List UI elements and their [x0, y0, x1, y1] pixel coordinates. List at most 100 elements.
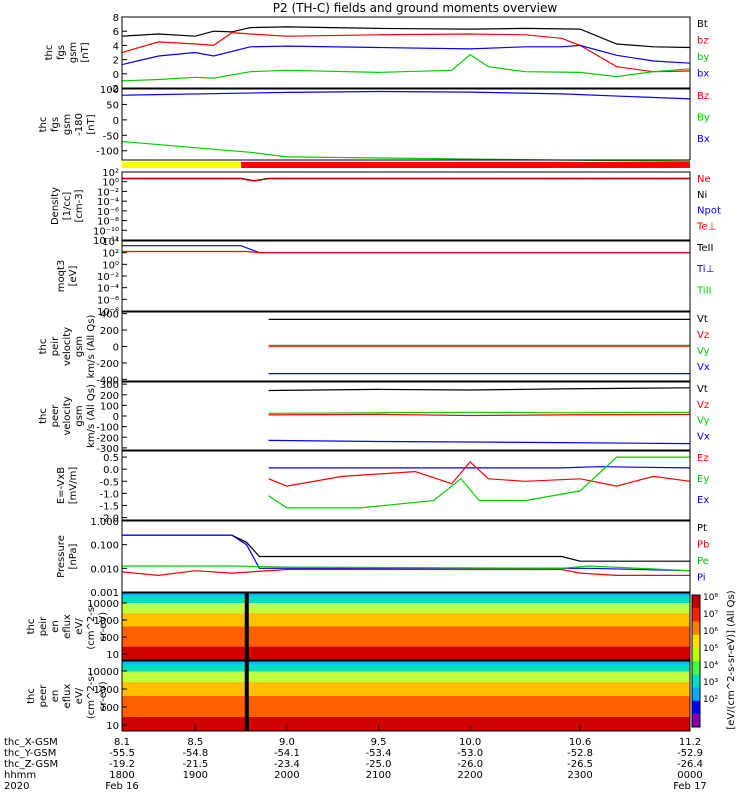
y-tick-label: -100	[96, 423, 119, 434]
series-Bt	[121, 26, 691, 49]
series-lines	[121, 90, 691, 163]
y-axis-label-line: eflux	[62, 684, 73, 709]
legend: Ne Ni Npot Te⊥	[696, 174, 721, 232]
x-tick-label: -53.0	[457, 748, 483, 759]
y-tick-labels: 1.000 0.100 0.010 0.001	[90, 517, 127, 599]
legend-Vy: Vy	[697, 416, 710, 427]
x-tick-label: 10.6	[569, 737, 591, 748]
legend-by: by	[697, 52, 709, 63]
colorbar: 10⁸ 10⁷ 10⁶ 10⁵ 10⁴ 10³ 10² [eV/(cm^2-s-sr-eV)]…	[691, 590, 737, 730]
y-axis-label-line: [1/cc]	[62, 192, 73, 221]
y-tick-label: -1.5	[99, 501, 119, 512]
y-tick-label: 10⁻⁴	[97, 197, 119, 208]
y-tick-label: 200	[100, 326, 119, 337]
x-tick-label: 2000	[274, 770, 299, 781]
y-tick-label: 100	[100, 401, 119, 412]
y-axis-label: Pressure [nPa]	[56, 535, 79, 578]
legend-Vy: Vy	[697, 346, 710, 357]
y-axis-label: thc peir en eflux eV/(cm^2-s-sr-eV)	[26, 603, 109, 650]
y-tick-label: 10⁻¹⁰	[93, 226, 119, 237]
y-tick-label: 300	[100, 380, 119, 391]
y-tick-labels: 400 200 0 -200 -400	[96, 310, 127, 386]
y-tick-label: 2	[113, 56, 119, 67]
colorbar-segment	[692, 713, 700, 728]
legend-Ey: Ey	[697, 474, 709, 485]
y-axis-label: thc peer en eflux eV/(cm^2-s-sr-eV)	[26, 672, 109, 719]
y-axis-label-line: thc	[26, 619, 37, 635]
panel-3: 10²10⁰10⁻²10⁻⁴10⁻⁶10⁻⁸10⁻¹⁰10⁻¹²Density[…	[50, 168, 721, 247]
y-tick-label: 10⁰	[102, 178, 119, 189]
y-axis-label: moqt3 [eV]	[56, 260, 79, 293]
panel-frame	[121, 450, 691, 521]
legend-Vt: Vt	[697, 314, 708, 325]
y-tick-label: 1000	[94, 616, 119, 627]
legend-Vz: Vz	[697, 400, 709, 411]
y-tick-label: 10⁻²	[97, 272, 119, 283]
panel-1: 8 6 4 2 0 -2 thc fgs gsm [nT] Bt bz by bx	[44, 13, 709, 95]
y-tick-label: 400	[100, 310, 119, 321]
x-tick-label: 1800	[109, 770, 134, 781]
x-tick-label: -23.4	[274, 759, 300, 770]
series-Vt	[268, 387, 691, 392]
colorbar-segment	[692, 674, 700, 688]
y-axis-label-line: velocity	[62, 396, 73, 435]
x-tick-label: 2200	[457, 770, 482, 781]
panel-frame	[121, 381, 691, 451]
legend-Ni: Ni	[697, 190, 707, 201]
x-tick-label: -52.9	[677, 748, 703, 759]
panel-frame	[121, 88, 691, 161]
spectrogram-band-4	[122, 613, 690, 627]
colorbar-frame	[691, 594, 701, 728]
y-tick-labels: 10000 1000 100 10	[87, 667, 127, 732]
panel-frame	[121, 592, 691, 661]
panel-10: 10000 1000 100 10 thc peer en eflux eV/(cm^2-s-s…	[26, 660, 691, 732]
y-axis-label-line: gsm	[62, 114, 73, 135]
colorbar-segment	[692, 700, 700, 714]
x-tick-label: -25.0	[366, 759, 392, 770]
y-axis-label-line: eV/	[74, 618, 85, 635]
y-tick-labels: 10000 1000 100 10	[87, 599, 127, 661]
x-row-label: thc_X-GSM	[4, 737, 58, 748]
y-axis-label: thc peer velocity gsm km/s (All Qs)	[38, 384, 97, 448]
y-tick-labels: 100 50 0 -50 -100	[96, 85, 127, 158]
y-tick-label: 0.010	[90, 564, 119, 575]
y-axis-label-line: km/s (All Qs)	[86, 315, 97, 379]
spectrogram-band-5	[122, 626, 690, 647]
x-tick-label: -54.1	[274, 748, 300, 759]
y-tick-label: -200	[96, 433, 119, 444]
y-tick-label: 0	[113, 116, 119, 127]
colorbar-segment	[692, 661, 700, 675]
legend-bx: bx	[697, 69, 709, 80]
y-axis-label-line: velocity	[62, 327, 73, 366]
y-axis-label-line: fgs	[50, 117, 61, 132]
x-tick-label: -55.5	[109, 748, 135, 759]
legend-Te⊥: Te⊥	[696, 221, 716, 232]
spectrogram-band-3	[122, 671, 690, 682]
colorbar-tick-label: 10⁸	[703, 593, 718, 603]
y-axis-label-line: -180	[74, 113, 85, 136]
series-Vx	[268, 439, 691, 445]
y-axis-label-line: E=-VxB	[56, 467, 67, 504]
y-axis-label: Density [1/cc] [cm-3]	[50, 187, 85, 225]
y-axis-label-line: thc	[38, 408, 49, 424]
y-tick-label: -100	[96, 147, 119, 158]
y-tick-label: 100	[100, 703, 119, 714]
legend: Bz By Bx	[697, 91, 710, 145]
y-axis-label-line: gsm	[74, 336, 85, 357]
y-tick-label: 4	[113, 41, 119, 52]
legend-Vx: Vx	[697, 362, 710, 373]
series-Ez	[268, 461, 691, 487]
spectrogram-band-1	[122, 593, 690, 597]
legend-Npot: Npot	[697, 206, 721, 217]
panel-frame	[121, 660, 691, 732]
y-tick-label: 10⁰	[102, 260, 119, 271]
series-bz	[121, 31, 691, 73]
y-axis-label-line: peir	[50, 336, 61, 356]
legend: Vt Vz Vy Vx	[697, 314, 710, 373]
x-row-label: hhmm	[4, 770, 36, 781]
y-tick-label: 200	[100, 391, 119, 402]
series-bx	[121, 44, 691, 66]
